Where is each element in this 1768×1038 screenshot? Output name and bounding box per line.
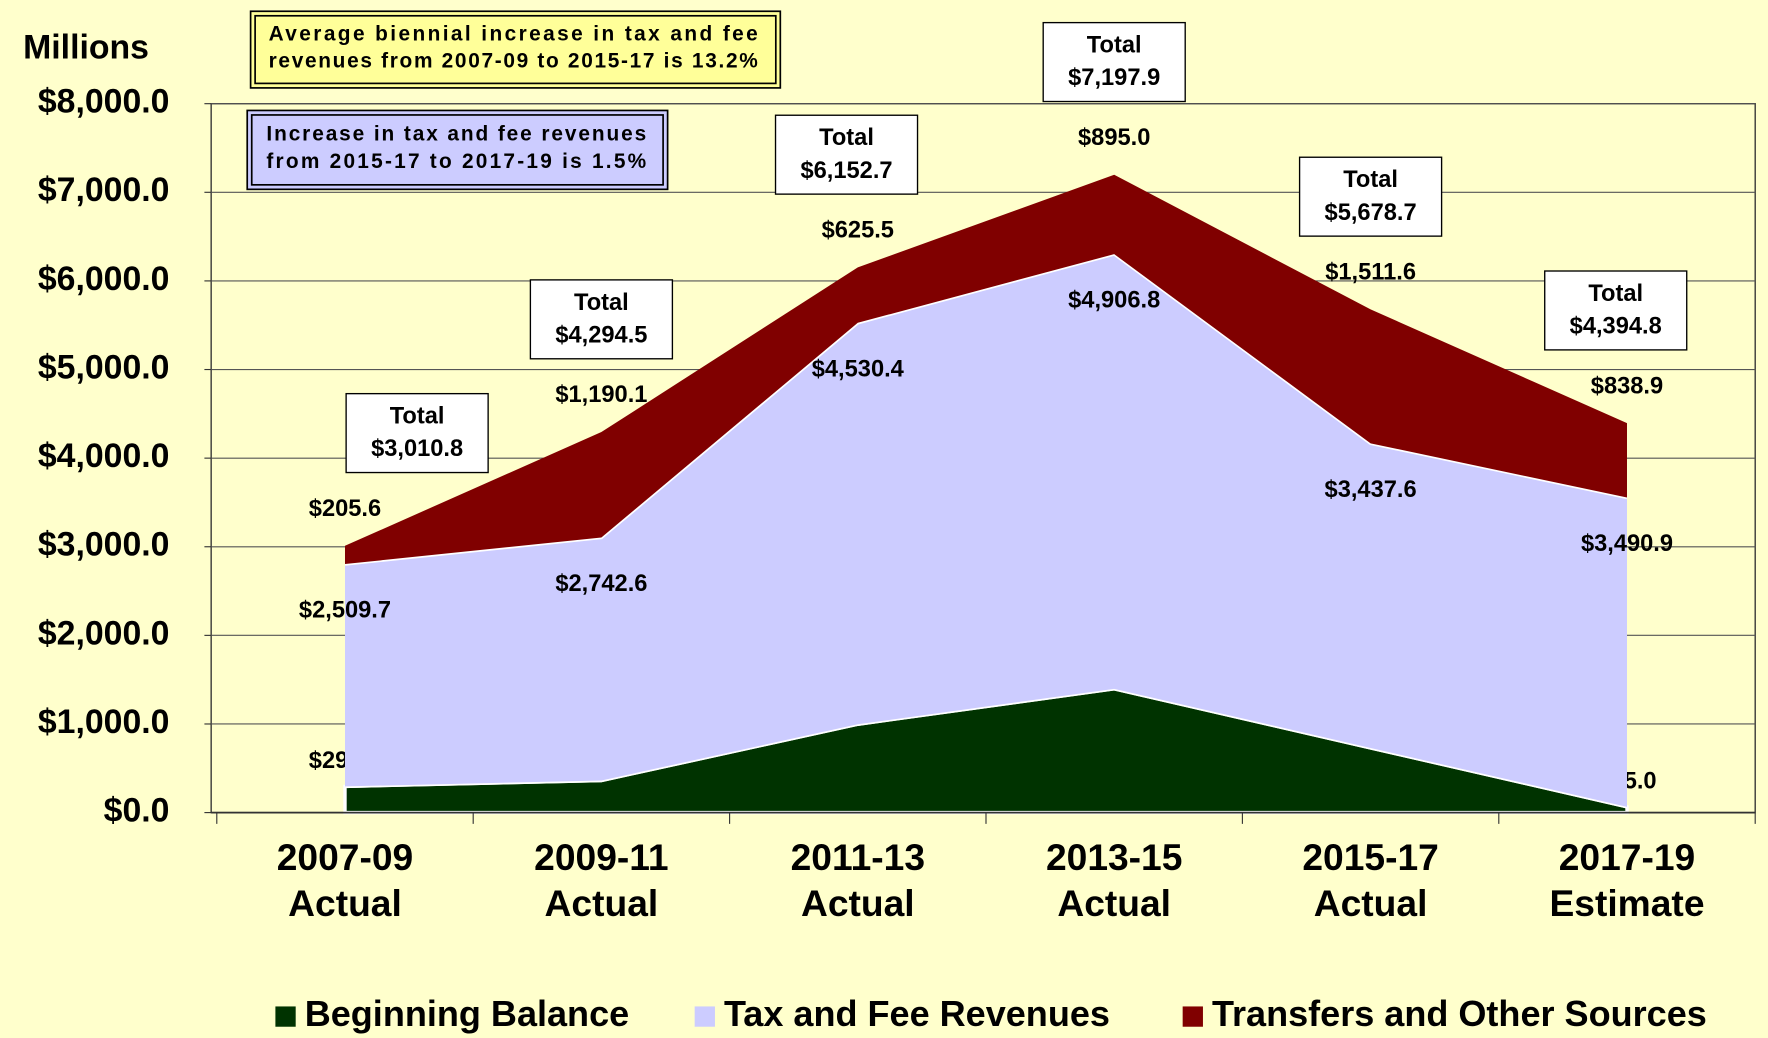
x-tick-label: Actual: [1314, 882, 1428, 924]
total-box: [345, 392, 489, 474]
total-label: Total: [390, 404, 445, 430]
y-tick-label: $3,000.0: [38, 526, 170, 564]
y-tick-label: $7,000.0: [38, 171, 170, 209]
total-label: Total: [574, 290, 629, 316]
y-tick-label: $6,000.0: [38, 260, 170, 298]
total-box: [774, 114, 919, 195]
x-tick-label: Actual: [288, 882, 402, 924]
total-box: [529, 279, 674, 360]
y-tick-label: $1,000.0: [38, 703, 170, 741]
x-tick-label: Actual: [545, 882, 659, 924]
x-tick-label: 2017-19: [1559, 836, 1695, 878]
x-tick-label: Actual: [1057, 882, 1171, 924]
x-tick-label: Estimate: [1549, 882, 1704, 924]
x-tick-label: 2015-17: [1302, 836, 1438, 878]
legend-swatch: [694, 1006, 715, 1027]
value-label: $205.6: [309, 496, 381, 522]
value-label: $2,742.6: [555, 571, 647, 597]
value-label: $3,437.6: [1325, 477, 1417, 503]
area: [344, 254, 1627, 807]
legend-label: Tax and Fee Revenues: [724, 993, 1110, 1034]
total-box: [1544, 270, 1688, 351]
annotation-border: [254, 14, 777, 85]
y-tick-label: $0.0: [104, 792, 170, 830]
x-tick-label: 2011-13: [791, 836, 925, 878]
annotation-box: [246, 109, 669, 191]
value-label: $895.0: [1078, 125, 1150, 151]
x-tick-label: 2009-11: [534, 836, 668, 878]
legend-swatch: [1182, 1006, 1203, 1027]
value-label: $4,906.8: [1068, 288, 1160, 314]
y-tick-label: $8,000.0: [38, 83, 170, 121]
value-label: $1,190.1: [555, 382, 647, 408]
x-tick-label: 2013-15: [1046, 836, 1182, 878]
annotation-text: revenues from 2007-09 to 2015-17 is 13.2…: [269, 49, 758, 72]
total-value: $7,197.9: [1068, 65, 1160, 91]
legend-label: Beginning Balance: [305, 993, 629, 1034]
annotation-box: [249, 10, 782, 89]
value-label: $4,530.4: [812, 356, 905, 382]
value-label: $3,490.9: [1581, 531, 1673, 557]
y-tick-label: $4,000.0: [38, 437, 170, 475]
annotation-border: [250, 114, 664, 186]
total-label: Total: [819, 125, 874, 151]
total-label: Total: [1588, 281, 1643, 307]
total-value: $4,394.8: [1570, 314, 1662, 340]
x-tick-label: 2007-09: [277, 836, 413, 878]
annotation-text: from 2015-17 to 2017-19 is 1.5%: [266, 150, 646, 173]
y-tick-label: $5,000.0: [38, 348, 170, 386]
x-tick-label: Actual: [801, 882, 915, 924]
value-label: $2,509.7: [299, 598, 391, 624]
total-box: [1042, 21, 1186, 103]
legend-label: Transfers and Other Sources: [1212, 993, 1707, 1034]
value-label: $625.5: [822, 218, 894, 244]
total-value: $6,152.7: [800, 158, 892, 184]
annotation-text: Average biennial increase in tax and fee: [269, 22, 758, 45]
y-axis-title: Millions: [23, 29, 149, 67]
total-value: $5,678.7: [1325, 200, 1417, 226]
y-tick-label: $2,000.0: [38, 614, 170, 652]
value-label: $838.9: [1591, 373, 1663, 399]
legend-swatch: [275, 1006, 296, 1027]
total-value: $4,294.5: [555, 322, 647, 348]
total-label: Total: [1087, 33, 1142, 59]
value-label: $1,511.6: [1325, 260, 1416, 286]
total-value: $3,010.8: [371, 436, 463, 462]
annotation-text: Increase in tax and fee revenues: [266, 123, 646, 146]
area: [344, 174, 1627, 565]
total-label: Total: [1343, 167, 1398, 193]
total-box: [1298, 156, 1443, 237]
